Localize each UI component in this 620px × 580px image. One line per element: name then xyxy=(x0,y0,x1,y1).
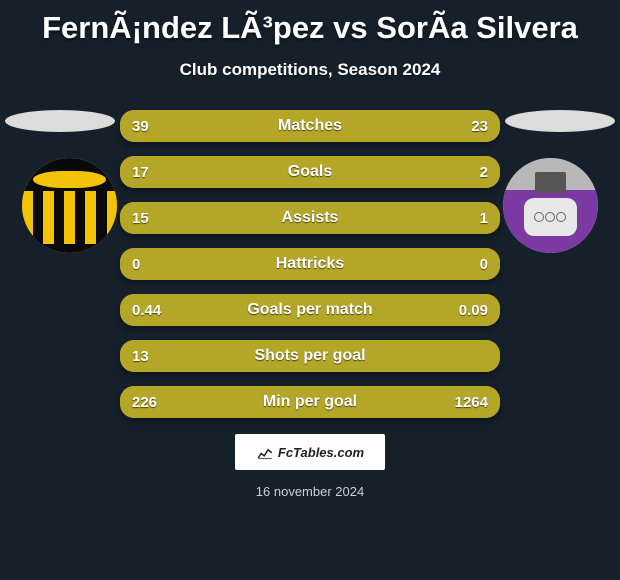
stat-row: Goals17 2 xyxy=(120,156,500,188)
stat-value-right: 1264 xyxy=(455,386,488,418)
stat-label: Goals per match xyxy=(120,294,500,326)
player-left-crest xyxy=(22,158,117,253)
subtitle: Club competitions, Season 2024 xyxy=(0,60,620,80)
stat-label: Hattricks xyxy=(120,248,500,280)
comparison-area: Matches39 23 Goals17 2 Assists15 1 Hattricks0 0… xyxy=(0,110,620,418)
stat-label: Goals xyxy=(120,156,500,188)
stat-value-left: 0 xyxy=(132,248,140,280)
stat-row: Shots per goal13 xyxy=(120,340,500,372)
date-label: 16 november 2024 xyxy=(0,484,620,499)
stat-row: Assists15 1 xyxy=(120,202,500,234)
stat-value-right: 0.09 xyxy=(459,294,488,326)
stat-value-left: 13 xyxy=(132,340,149,372)
stat-value-right: 2 xyxy=(480,156,488,188)
stat-row: Hattricks0 0 xyxy=(120,248,500,280)
penarol-crest-icon xyxy=(22,158,117,253)
stat-value-left: 226 xyxy=(132,386,157,418)
stat-row: Goals per match0.44 0.09 xyxy=(120,294,500,326)
defensor-crest-icon xyxy=(503,158,598,253)
stat-row: Min per goal226 1264 xyxy=(120,386,500,418)
stat-value-left: 0.44 xyxy=(132,294,161,326)
stat-bars: Matches39 23 Goals17 2 Assists15 1 Hattricks0 0… xyxy=(120,110,500,418)
stat-label: Assists xyxy=(120,202,500,234)
stat-row: Matches39 23 xyxy=(120,110,500,142)
player-left-shadow xyxy=(5,110,115,132)
player-right-shadow xyxy=(505,110,615,132)
watermark-text: FcTables.com xyxy=(278,445,364,460)
watermark: FcTables.com xyxy=(235,434,385,470)
player-right-crest xyxy=(503,158,598,253)
stat-label: Matches xyxy=(120,110,500,142)
stat-value-right: 0 xyxy=(480,248,488,280)
stat-value-left: 17 xyxy=(132,156,149,188)
stat-value-left: 15 xyxy=(132,202,149,234)
page-title: FernÃ¡ndez LÃ³pez vs SorÃ­a Silvera xyxy=(0,0,620,46)
stat-label: Shots per goal xyxy=(120,340,500,372)
stat-value-left: 39 xyxy=(132,110,149,142)
stat-label: Min per goal xyxy=(120,386,500,418)
stat-value-right: 1 xyxy=(480,202,488,234)
chart-icon xyxy=(256,443,274,461)
stat-value-right: 23 xyxy=(471,110,488,142)
